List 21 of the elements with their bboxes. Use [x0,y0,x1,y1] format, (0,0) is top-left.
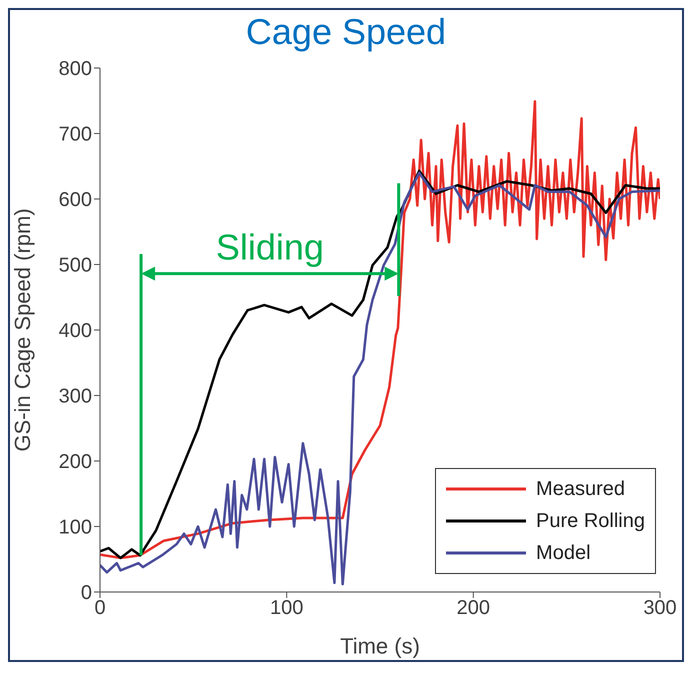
y-tick-label: 800 [58,58,92,80]
y-tick-label: 300 [58,386,92,408]
y-tick-label: 100 [58,516,92,539]
x-tick-label: 200 [456,597,490,620]
y-tick-label: 200 [58,451,92,474]
legend-label: Pure Rolling [536,509,645,534]
annotation: Sliding [216,226,324,268]
legend-label: Measured [536,477,625,502]
legend-label: Model [536,541,591,566]
line-series [100,100,660,560]
y-tick-label: 600 [58,189,92,212]
y-tick-label: 500 [58,254,92,277]
y-tick-label: 400 [58,320,92,342]
chart-title: Cage Speed [244,10,448,54]
y-axis-title: GS-in Cage Speed (rpm) [10,208,35,452]
y-tick-label: 700 [58,124,92,146]
x-axis-title: Time (s) [340,634,420,659]
x-tick-label: 100 [270,597,304,620]
y-tick-label: 0 [80,582,92,604]
x-tick-label: 300 [643,597,677,620]
x-tick-label: 0 [94,597,106,620]
